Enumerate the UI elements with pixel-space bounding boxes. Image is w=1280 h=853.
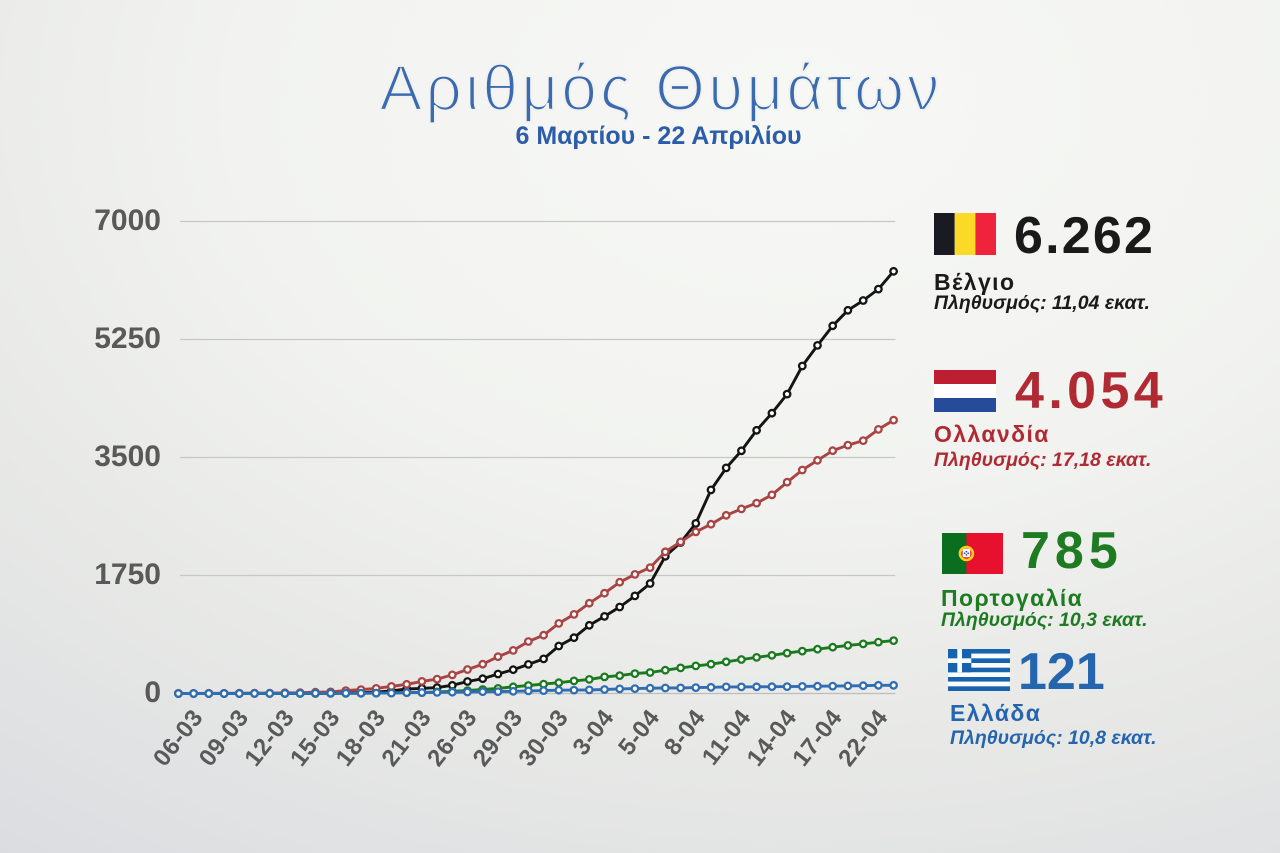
svg-text:22-04: 22-04 [833,704,894,771]
svg-text:0: 0 [144,676,161,709]
svg-text:Αριθμός Θυμάτων: Αριθμός Θυμάτων [380,52,943,124]
svg-text:5250: 5250 [94,322,161,355]
svg-text:1750: 1750 [94,558,161,591]
svg-text:30-03: 30-03 [513,705,574,772]
svg-text:14-04: 14-04 [742,704,803,771]
svg-text:29-03: 29-03 [468,705,529,772]
svg-text:5-04: 5-04 [613,704,665,760]
svg-text:17-04: 17-04 [787,704,848,771]
svg-text:7000: 7000 [94,204,161,237]
svg-text:3500: 3500 [94,440,161,473]
svg-text:18-03: 18-03 [331,705,392,772]
svg-text:06-03: 06-03 [148,705,209,772]
svg-text:09-03: 09-03 [194,705,255,772]
svg-text:3-04: 3-04 [568,704,620,760]
svg-text:15-03: 15-03 [285,705,346,772]
svg-text:26-03: 26-03 [422,705,483,772]
svg-text:12-03: 12-03 [239,705,300,772]
svg-text:21-03: 21-03 [376,705,437,772]
